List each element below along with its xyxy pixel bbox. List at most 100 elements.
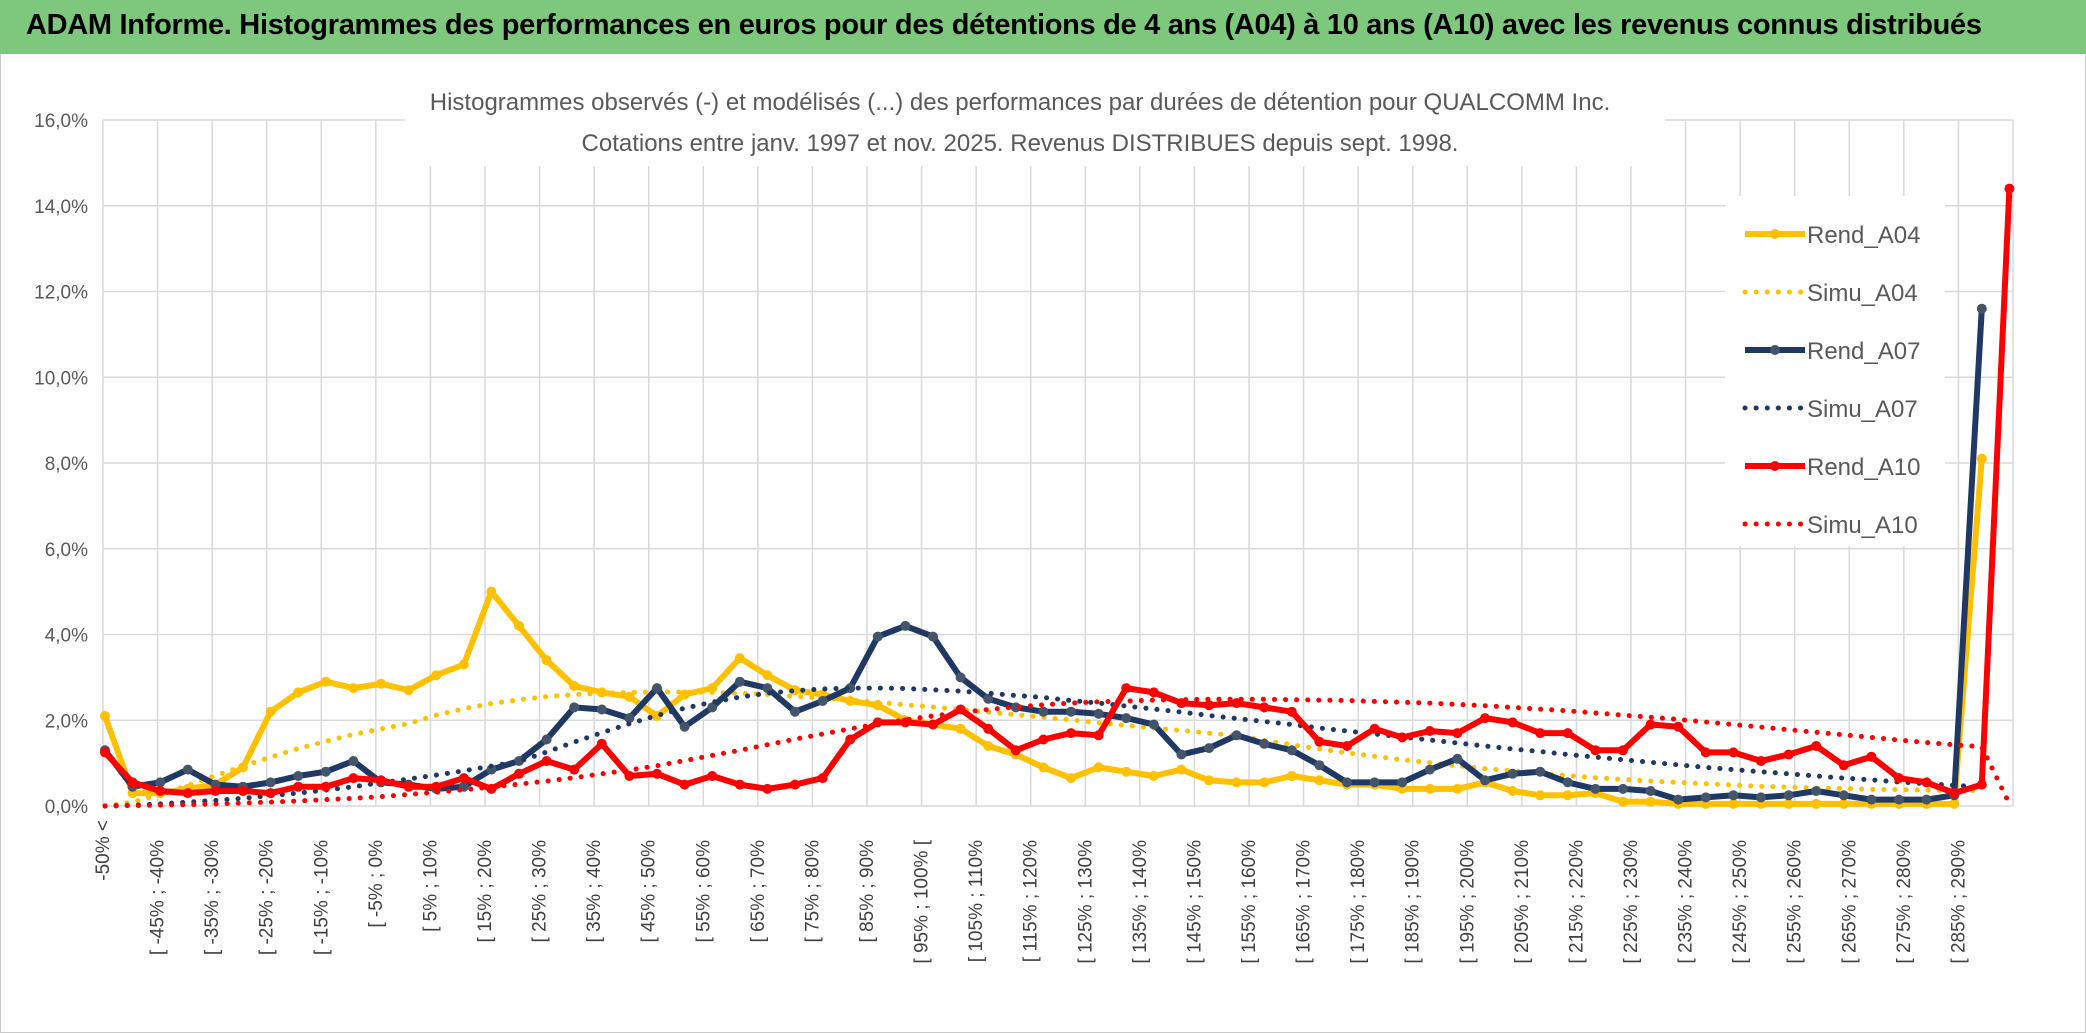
data-point [1093,730,1104,741]
data-point [734,653,745,664]
data-point [1424,783,1435,794]
legend-marker [1770,345,1780,355]
data-point [596,738,607,749]
data-point [155,786,166,796]
data-point [1838,790,1849,801]
data-point [1066,773,1076,784]
data-point [1424,764,1435,775]
data-point [1176,749,1187,760]
data-point [320,781,331,792]
data-point [1590,745,1601,756]
data-point [348,773,359,784]
y-tick-label: 2,0% [45,711,88,732]
data-point [1838,760,1849,771]
data-point [293,687,304,698]
data-point [320,766,331,777]
data-point [1286,745,1297,756]
data-point [1618,796,1628,807]
data-point [1176,764,1187,775]
data-point [1010,745,1021,756]
data-point [762,670,773,681]
series-Rend_A04 [100,453,1987,809]
legend-item: Rend_A04 [1745,222,1920,249]
data-point [1121,713,1132,724]
data-point [541,655,552,666]
x-tick-label: [ 235% ; 240% [1676,840,1697,964]
data-point [431,670,442,681]
x-tick-label: [ 5% ; 10% [420,840,441,932]
legend: Rend_A04 Simu_A04 Rend_A07 Simu_A07 Rend_A10… [1725,196,1945,546]
x-axis: -50% < [ -45% ; -40% [ -35% ; -30% [ -25% ;… [93,820,1969,964]
data-point [1673,721,1684,732]
data-point [1811,786,1822,796]
data-point [1811,798,1822,809]
data-point [762,783,773,794]
data-point [790,779,800,790]
data-point [293,781,304,792]
data-point [541,756,552,766]
data-point [1452,728,1463,739]
data-point [265,788,276,799]
data-point [1204,700,1214,711]
report-banner: ADAM Informe. Histogrammes des performan… [0,0,2086,54]
x-tick-label: [ 55% ; 60% [693,840,714,943]
x-tick-label: [ -5% ; 0% [366,840,387,928]
data-point [238,786,248,796]
data-point [1093,762,1104,773]
data-point [265,777,276,788]
y-axis: 0,0% 2,0% 4,0% 6,0% 8,0% 10,0% 12,0% 14,0% 16,0% [34,111,88,818]
data-point [1562,790,1573,801]
legend-label: Rend_A07 [1807,338,1920,365]
x-tick-label: [ 165% ; 170% [1294,840,1315,964]
x-tick-label: [ -15% ; -10% [311,840,332,955]
x-tick-label: [ 85% ; 90% [857,840,878,943]
data-point [1507,786,1518,796]
data-point [679,689,690,700]
data-point [845,696,856,706]
data-point [1231,730,1242,741]
data-point [1231,777,1242,788]
series-line-Rend_A07 [102,308,1985,803]
data-point [569,681,580,691]
data-point [1148,771,1159,781]
data-point [1480,713,1490,724]
data-point [458,773,469,784]
data-point [1424,726,1435,736]
data-point [1259,702,1270,713]
data-point [403,685,414,696]
data-point [1756,756,1766,766]
series-line-Simu_A04 [102,689,1985,809]
series-Rend_A10 [100,183,2015,799]
x-tick-label: [ -25% ; -20% [257,840,278,955]
legend-marker [1770,229,1780,239]
x-tick-label: [ 205% ; 210% [1512,840,1533,964]
data-point [569,702,580,713]
data-point [514,756,524,766]
data-point [983,723,994,734]
data-point [1949,798,1960,809]
x-tick-label: [ 215% ; 220% [1566,840,1587,964]
data-point [1728,798,1739,809]
data-point [376,775,386,786]
data-point [1259,777,1270,788]
x-tick-label: [ 45% ; 50% [639,840,660,943]
data-point [1452,753,1463,764]
series-line-Rend_A04 [102,458,1985,807]
data-point [1121,683,1132,694]
data-point [707,771,718,781]
data-point [900,620,911,631]
data-point [845,734,856,745]
y-tick-label: 4,0% [45,626,88,647]
legend-label: Simu_A10 [1807,512,1918,539]
data-point [100,747,110,758]
data-point [679,779,690,790]
data-point [1204,743,1214,754]
x-tick-label: [ 65% ; 70% [748,840,769,943]
data-point [569,764,580,775]
data-point [1038,706,1049,717]
data-point [1783,798,1794,809]
data-point [1204,775,1214,786]
legend-label: Simu_A07 [1807,396,1918,423]
y-tick-label: 0,0% [45,797,88,818]
y-tick-label: 8,0% [45,454,88,475]
